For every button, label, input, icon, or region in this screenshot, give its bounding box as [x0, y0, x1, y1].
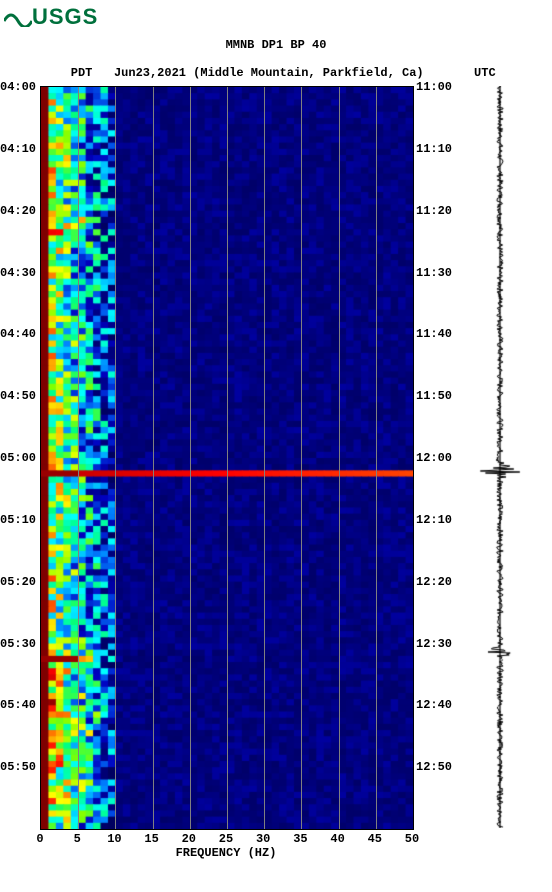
- y-tick-right: 12:20: [416, 575, 452, 589]
- y-tick-left: 05:50: [0, 760, 36, 774]
- y-tick-right: 12:10: [416, 513, 452, 527]
- x-tick: 35: [290, 832, 310, 846]
- x-tick: 20: [179, 832, 199, 846]
- x-tick: 10: [104, 832, 124, 846]
- y-tick-right: 11:20: [416, 204, 452, 218]
- x-tick: 0: [30, 832, 50, 846]
- y-tick-left: 04:50: [0, 389, 36, 403]
- y-tick-right: 11:10: [416, 142, 452, 156]
- grid-line: [190, 87, 191, 829]
- x-tick: 5: [67, 832, 87, 846]
- grid-line: [78, 87, 79, 829]
- y-tick-left: 05:20: [0, 575, 36, 589]
- chart-title-line2: PDT Jun23,2021 (Middle Mountain, Parkfie…: [0, 52, 552, 80]
- waveform-plot: [460, 86, 540, 828]
- y-tick-left: 04:40: [0, 327, 36, 341]
- x-tick: 30: [253, 832, 273, 846]
- y-tick-right: 11:30: [416, 266, 452, 280]
- y-tick-left: 05:30: [0, 637, 36, 651]
- y-tick-left: 04:10: [0, 142, 36, 156]
- tz-left-label: PDT: [71, 66, 93, 80]
- x-tick: 25: [216, 832, 236, 846]
- grid-line: [301, 87, 302, 829]
- x-tick: 50: [402, 832, 422, 846]
- logo-text: USGS: [32, 4, 98, 29]
- y-tick-left: 04:20: [0, 204, 36, 218]
- grid-line: [264, 87, 265, 829]
- spectrogram-plot: [40, 86, 414, 830]
- y-tick-right: 12:00: [416, 451, 452, 465]
- date-location-label: Jun23,2021 (Middle Mountain, Parkfield, …: [114, 66, 424, 80]
- x-axis-title: FREQUENCY (HZ): [40, 846, 412, 860]
- y-tick-right: 12:30: [416, 637, 452, 651]
- y-tick-right: 12:40: [416, 698, 452, 712]
- y-tick-right: 11:50: [416, 389, 452, 403]
- x-tick: 40: [328, 832, 348, 846]
- y-tick-left: 04:00: [0, 80, 36, 94]
- usgs-logo: USGS: [4, 4, 98, 30]
- y-tick-left: 05:00: [0, 451, 36, 465]
- y-tick-right: 11:00: [416, 80, 452, 94]
- y-tick-left: 04:30: [0, 266, 36, 280]
- y-tick-right: 12:50: [416, 760, 452, 774]
- grid-line: [339, 87, 340, 829]
- grid-line: [376, 87, 377, 829]
- grid-line: [153, 87, 154, 829]
- grid-line: [115, 87, 116, 829]
- chart-title-line1: MMNB DP1 BP 40: [0, 38, 552, 52]
- y-tick-left: 05:40: [0, 698, 36, 712]
- y-tick-left: 05:10: [0, 513, 36, 527]
- y-tick-right: 11:40: [416, 327, 452, 341]
- x-tick: 15: [142, 832, 162, 846]
- x-tick: 45: [365, 832, 385, 846]
- grid-line: [227, 87, 228, 829]
- tz-right-label: UTC: [474, 66, 496, 80]
- waveform-canvas: [460, 86, 540, 828]
